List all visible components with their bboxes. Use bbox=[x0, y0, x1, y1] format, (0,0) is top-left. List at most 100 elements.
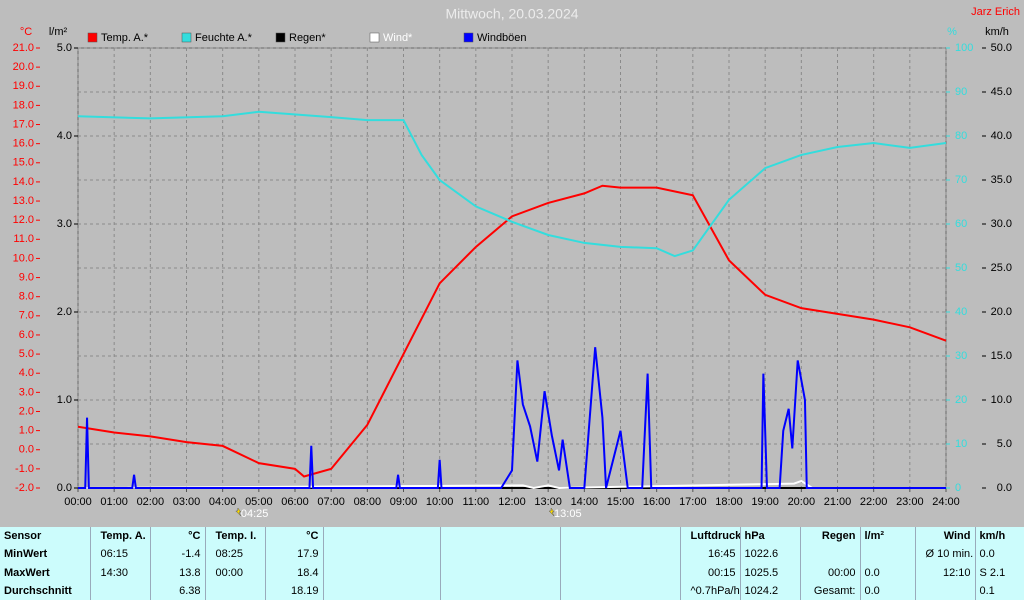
table-cell: 06:15 bbox=[89, 545, 150, 564]
y4-tick-label: 2.0 bbox=[57, 306, 72, 318]
x-tick-label: 06:00 bbox=[281, 496, 309, 508]
y2-tick-label: 30.0 bbox=[991, 218, 1012, 230]
table-cell: 08:25 bbox=[204, 545, 265, 564]
stats-table: Sensor Temp. A. °C Temp. I. °C Luftdruck hPa Re… bbox=[0, 527, 1024, 600]
x-tick-label: 19:00 bbox=[751, 496, 779, 508]
table-cell: 12:10 bbox=[914, 563, 975, 582]
x-tick-label: 11:00 bbox=[462, 496, 489, 508]
table-cell: 0.1 bbox=[974, 581, 1024, 600]
y3-tick-label: 50 bbox=[955, 262, 967, 274]
table-cell: Gesamt: bbox=[799, 581, 860, 600]
table-cell bbox=[439, 545, 560, 564]
table-cell bbox=[559, 545, 680, 564]
table-cell bbox=[859, 545, 915, 564]
sun-marker bbox=[548, 507, 555, 517]
x-tick-label: 00:00 bbox=[64, 496, 92, 508]
table-cell bbox=[559, 581, 680, 600]
y-tick-label: 5.0 bbox=[19, 348, 34, 360]
y2-tick-label: 40.0 bbox=[991, 130, 1012, 142]
x-tick-label: 12:00 bbox=[498, 496, 526, 508]
table-cell: MinWert bbox=[4, 548, 48, 561]
legend-swatch bbox=[87, 32, 98, 43]
y4-tick-label: 1.0 bbox=[57, 394, 72, 406]
y-tick-label: 0.0 bbox=[19, 444, 34, 456]
y2-tick-label: 35.0 bbox=[991, 174, 1012, 186]
table-cell bbox=[89, 581, 150, 600]
chart-title: Mittwoch, 20.03.2024 bbox=[445, 6, 578, 22]
series-line bbox=[77, 184, 947, 478]
y4-tick-label: 5.0 bbox=[57, 42, 72, 54]
axis-label: % bbox=[947, 26, 957, 38]
series-line bbox=[77, 479, 946, 490]
y3-tick-label: 100 bbox=[955, 42, 973, 54]
table-cell: Luftdruck bbox=[679, 527, 740, 546]
table-cell: 18.19 bbox=[264, 581, 323, 600]
y3-tick-label: 60 bbox=[955, 218, 967, 230]
x-tick-label: 01:00 bbox=[100, 496, 128, 508]
table-cell: 1025.5 bbox=[739, 563, 800, 582]
legend-swatch bbox=[275, 32, 286, 43]
y-tick-label: 15.0 bbox=[13, 157, 34, 169]
table-cell: °C bbox=[149, 527, 205, 546]
chart: Mittwoch, 20.03.2024 Jarz Erich °C l/m² … bbox=[13, 6, 1020, 520]
table-cell: 13.8 bbox=[149, 563, 205, 582]
table-cell bbox=[204, 581, 265, 600]
x-tick-label: 14:00 bbox=[571, 496, 599, 508]
table-cell: 0.0 bbox=[974, 545, 1024, 564]
y3-tick-label: 80 bbox=[955, 130, 967, 142]
y3-tick-label: 30 bbox=[955, 350, 967, 362]
axis-label: °C bbox=[20, 26, 32, 38]
x-tick-label: 10:00 bbox=[426, 496, 454, 508]
x-tick-label: 24:00 bbox=[932, 496, 960, 508]
legend-swatch bbox=[181, 32, 192, 43]
y-tick-label: 1.0 bbox=[19, 425, 34, 437]
y-tick-label: 6.0 bbox=[19, 329, 34, 341]
x-tick-label: 22:00 bbox=[860, 496, 888, 508]
table-cell: ^0.7hPa/h bbox=[679, 581, 740, 600]
author: Jarz Erich bbox=[971, 6, 1020, 18]
table-cell: 14:30 bbox=[89, 563, 150, 582]
series-line bbox=[78, 347, 946, 489]
table-cell: 0.0 bbox=[859, 563, 915, 582]
y2-tick-label: 50.0 bbox=[991, 42, 1012, 54]
y3-tick-label: 20 bbox=[955, 394, 967, 406]
y-tick-label: 11.0 bbox=[13, 233, 34, 245]
table-cell bbox=[914, 581, 975, 600]
x-tick-label: 03:00 bbox=[173, 496, 201, 508]
y2-tick-label: 10.0 bbox=[991, 394, 1012, 406]
table-cell bbox=[559, 527, 680, 546]
x-tick-label: 09:00 bbox=[390, 496, 418, 508]
table-cell: 00:15 bbox=[679, 563, 740, 582]
y2-tick-label: 45.0 bbox=[991, 86, 1012, 98]
table-cell: Temp. A. bbox=[89, 527, 150, 546]
x-tick-label: 20:00 bbox=[788, 496, 816, 508]
table-cell: Regen bbox=[799, 527, 860, 546]
y2-tick-label: 20.0 bbox=[991, 306, 1012, 318]
table-cell: km/h bbox=[974, 527, 1024, 546]
x-tick-label: 02:00 bbox=[137, 496, 165, 508]
table-cell: S 2.1 bbox=[974, 563, 1024, 582]
y-tick-label: 19.0 bbox=[13, 80, 34, 92]
y-tick-label: 20.0 bbox=[13, 61, 34, 73]
legend-label: Wind* bbox=[383, 32, 413, 44]
table-cell bbox=[322, 581, 440, 600]
y2-tick-label: 5.0 bbox=[997, 438, 1012, 450]
legend-swatch bbox=[369, 32, 380, 43]
y2-tick-label: 15.0 bbox=[991, 350, 1012, 362]
y3-tick-label: 0 bbox=[955, 482, 961, 494]
y4-tick-label: 3.0 bbox=[57, 218, 72, 230]
y-tick-label: 16.0 bbox=[13, 138, 34, 150]
annotation-label: 04:25 bbox=[241, 508, 269, 520]
y-tick-label: 12.0 bbox=[13, 214, 34, 226]
annotation-label: 13:05 bbox=[554, 508, 582, 520]
table-cell: Durchschnitt bbox=[4, 584, 72, 597]
table-row: MaxWert 14:30 13.8 00:00 18.4 00:15 1025.5 00:0… bbox=[0, 563, 1024, 582]
x-tick-label: 21:00 bbox=[824, 496, 852, 508]
y2-tick-label: 25.0 bbox=[991, 262, 1012, 274]
table-cell bbox=[439, 527, 560, 546]
x-tick-label: 13:00 bbox=[534, 496, 562, 508]
legend-label: Temp. A.* bbox=[101, 32, 149, 44]
y3-tick-label: 10 bbox=[955, 438, 967, 450]
axis-label: l/m² bbox=[49, 26, 68, 38]
x-tick-label: 08:00 bbox=[354, 496, 382, 508]
